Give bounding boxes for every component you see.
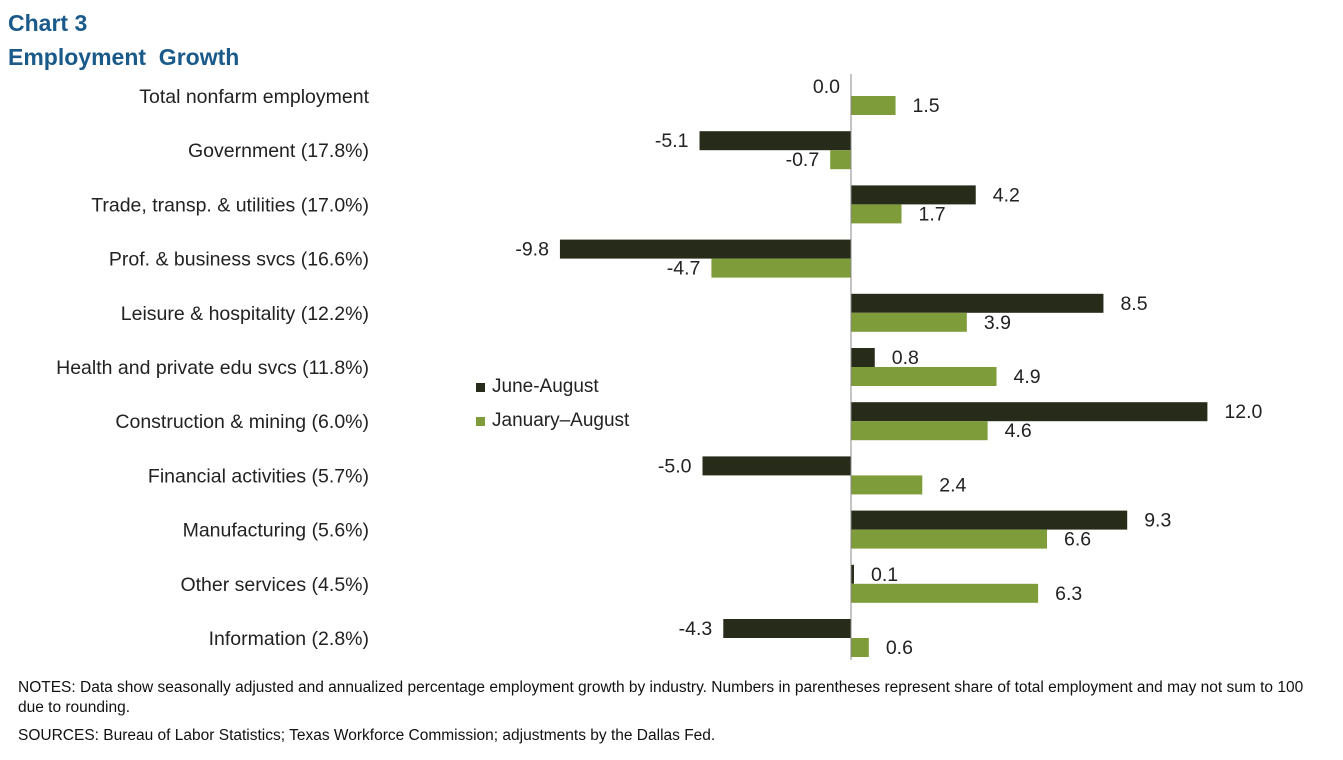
category-label-0: Total nonfarm employment [139,86,369,108]
value-label-january-august-2: 1.7 [918,203,945,225]
bar-june-august-6 [851,402,1208,422]
value-label-june-august-0: 0.0 [813,76,840,98]
value-label-june-august-6: 12.0 [1224,401,1262,423]
value-label-january-august-3: -4.7 [667,258,701,280]
value-label-january-august-6: 4.6 [1005,420,1032,442]
value-label-june-august-3: -9.8 [515,239,549,261]
legend-swatch-june-august [476,382,485,392]
value-label-january-august-5: 4.9 [1014,366,1041,388]
bar-june-august-5 [851,348,875,367]
value-label-june-august-8: 9.3 [1144,510,1171,532]
value-label-january-august-1: -0.7 [786,149,820,171]
legend-item-january-august: January–August [476,404,629,438]
bar-june-august-4 [851,293,1104,313]
value-label-january-august-0: 1.5 [913,95,940,117]
bar-january-august-1 [830,150,851,170]
bar-june-august-10 [723,619,851,638]
chart-sources: SOURCES: Bureau of Labor Statistics; Tex… [18,727,716,744]
category-label-2: Trade, transp. & utilities (17.0%) [91,194,369,216]
chart-notes: NOTES: Data show seasonally adjusted and… [18,679,1304,716]
category-label-7: Financial activities (5.7%) [148,465,369,487]
category-label-8: Manufacturing (5.6%) [183,520,369,542]
chart-subtitle: Employment Growth [8,44,240,70]
category-label-3: Prof. & business svcs (16.6%) [109,249,369,271]
bar-june-august-9 [851,564,854,584]
category-label-5: Health and private edu svcs (11.8%) [56,357,369,379]
legend-swatch-january-august [476,416,485,426]
bar-june-august-1 [699,131,851,151]
value-label-june-august-1: -5.1 [655,130,689,152]
bar-june-august-2 [851,185,976,205]
bar-june-august-7 [702,456,851,476]
category-labels: Total nonfarm employment Government (17.8… [56,86,369,650]
bars [559,96,1208,657]
value-label-june-august-10: -4.3 [679,618,713,640]
legend-label-january-august: January–August [492,410,630,431]
value-label-june-august-5: 0.8 [892,347,919,369]
legend: June-August January–August [476,370,629,438]
value-label-january-august-4: 3.9 [984,312,1011,334]
bar-june-august-8 [851,510,1128,530]
category-label-4: Leisure & hospitality (12.2%) [121,303,369,325]
value-label-june-august-4: 8.5 [1120,293,1147,315]
bar-january-august-3 [711,258,851,278]
bar-january-august-5 [851,367,997,386]
bar-january-august-2 [851,204,902,224]
category-label-9: Other services (4.5%) [180,574,369,596]
category-label-1: Government (17.8%) [188,140,369,162]
value-label-june-august-7: -5.0 [658,455,692,477]
bar-january-august-4 [851,312,967,332]
bar-january-august-0 [851,96,896,115]
bar-january-august-8 [851,529,1048,549]
category-label-6: Construction & mining (6.0%) [115,411,369,433]
bar-january-august-7 [851,475,923,495]
bar-january-august-6 [851,421,988,441]
chart-title: Chart 3 [8,10,88,36]
legend-label-june-august: June-August [492,376,599,397]
bar-chart: Total nonfarm employment Government (17.8… [56,74,1263,660]
bar-january-august-9 [851,583,1039,603]
value-label-january-august-8: 6.6 [1064,529,1091,551]
bar-june-august-3 [559,239,851,259]
category-label-10: Information (2.8%) [209,628,369,650]
value-label-june-august-9: 0.1 [871,564,898,586]
value-label-january-august-9: 6.3 [1055,583,1082,605]
value-label-january-august-7: 2.4 [939,474,966,496]
value-labels: 0.0 1.5 -5.1 -0.7 4.2 1.7 -9.8 -4.7 8.5 3.9 0.8 4.9… [515,76,1262,659]
chart-title-block: Chart 3 Employment Growth [8,6,239,74]
bar-january-august-10 [851,638,869,657]
legend-item-june-august: June-August [476,370,629,404]
value-label-june-august-2: 4.2 [993,184,1020,206]
value-label-january-august-10: 0.6 [886,637,913,659]
